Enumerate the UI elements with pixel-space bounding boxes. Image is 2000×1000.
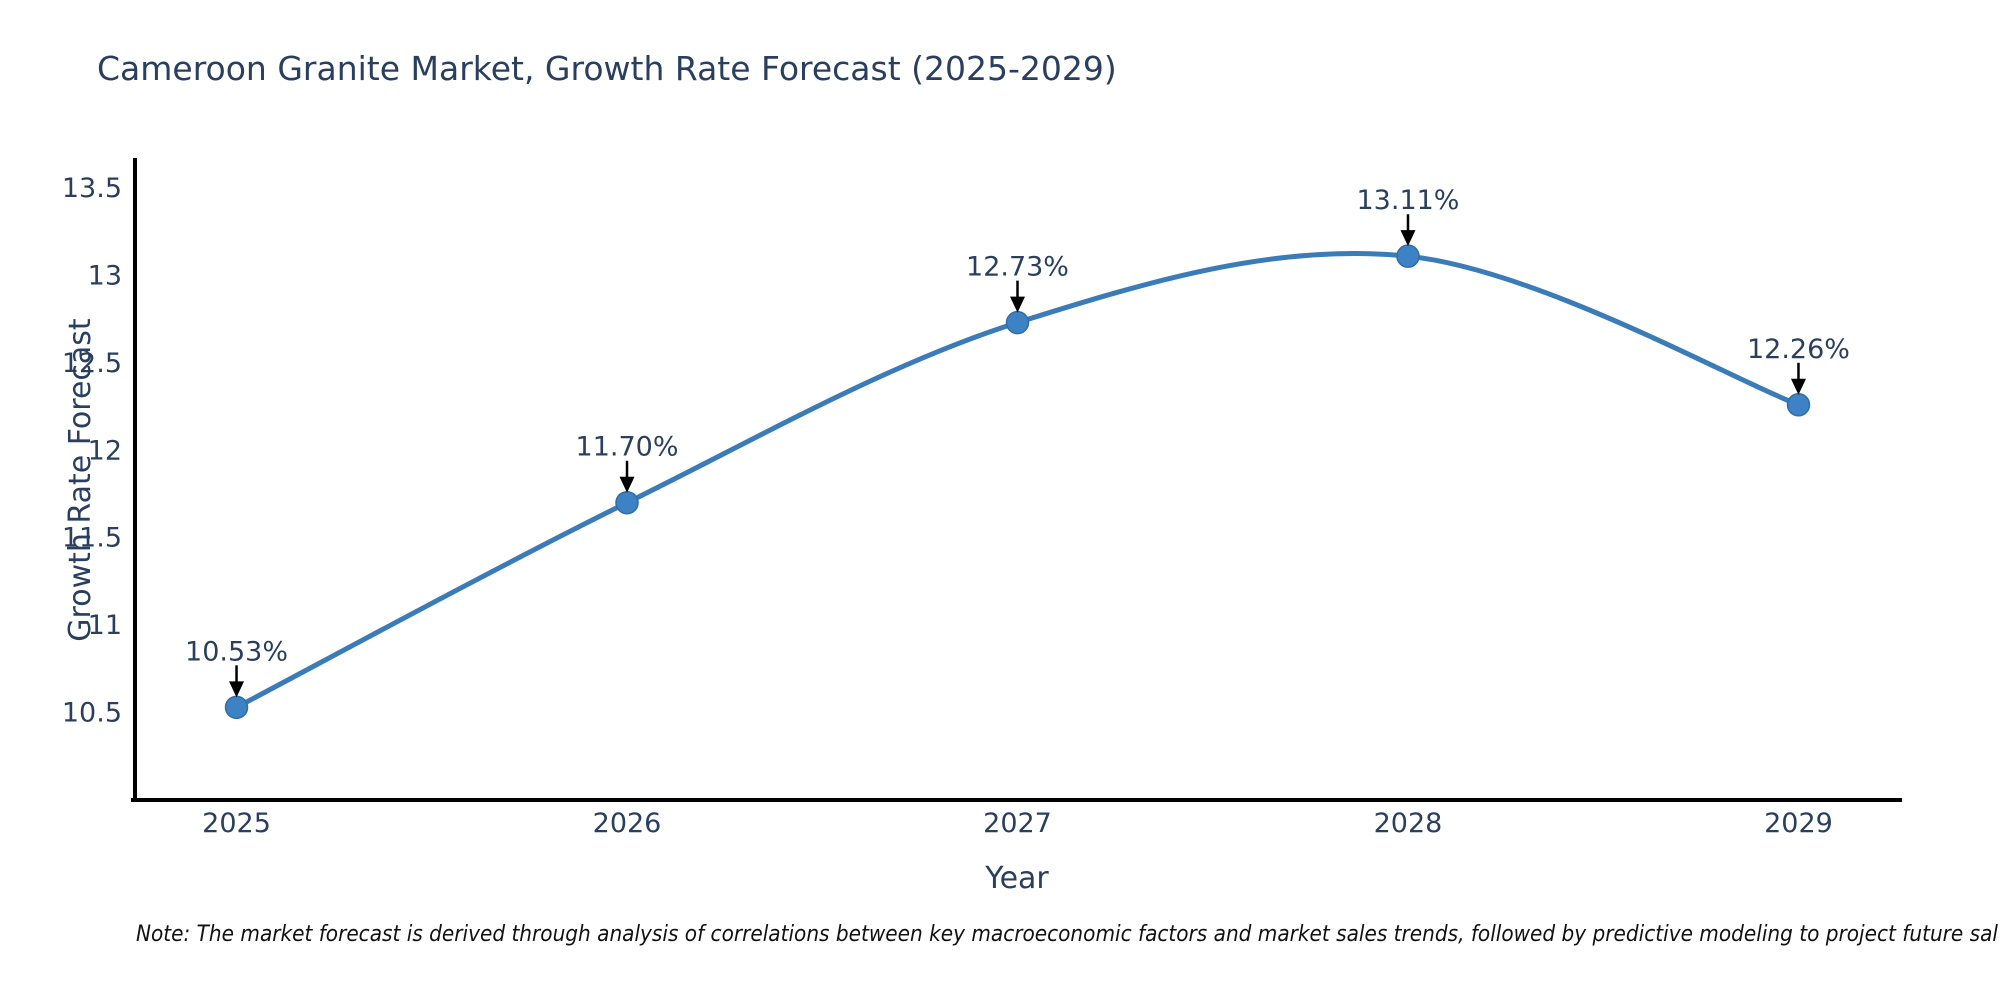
data-series — [224, 244, 1811, 720]
data-point-marker — [615, 490, 639, 515]
point-value-label: 10.53% — [185, 636, 288, 667]
data-point-marker — [1786, 393, 1811, 417]
y-tick-label: 12 — [88, 435, 122, 466]
y-tick-label: 10.5 — [62, 698, 122, 729]
annotation-arrow-head — [229, 681, 245, 698]
axes — [131, 158, 1902, 802]
point-value-label: 11.70% — [576, 432, 679, 463]
x-tick-label: 2029 — [1764, 808, 1833, 839]
data-point-marker — [224, 695, 249, 720]
annotation-arrow-head — [1400, 230, 1416, 247]
x-tick-label: 2025 — [202, 808, 271, 839]
data-point-marker — [1396, 244, 1420, 268]
data-point-marker — [1005, 310, 1030, 335]
y-tick-labels: 10.5 11 11.5 12 12.5 13 13.5 — [62, 173, 122, 729]
y-tick-label: 12.5 — [62, 348, 122, 379]
point-value-label: 12.73% — [966, 252, 1069, 283]
x-tick-label: 2027 — [983, 808, 1052, 839]
annotation-arrow-head — [1790, 378, 1806, 395]
point-annotations: 10.53% 11.70% 12.73% 13.11% 12.26% — [185, 185, 1850, 698]
y-tick-label: 11.5 — [62, 523, 122, 554]
point-value-label: 13.11% — [1357, 185, 1460, 216]
chart-title: Cameroon Granite Market, Growth Rate For… — [97, 49, 1117, 88]
y-tick-label: 13 — [88, 260, 122, 291]
point-value-label: 12.26% — [1747, 334, 1850, 365]
y-tick-label: 11 — [88, 610, 122, 641]
x-tick-label: 2026 — [593, 808, 662, 839]
y-tick-label: 13.5 — [62, 173, 122, 204]
footnote: Note: The market forecast is derived thr… — [136, 922, 1998, 947]
x-axis-title: Year — [984, 861, 1049, 896]
annotation-arrow-head — [1010, 296, 1025, 313]
y-axis-title: Growth Rate Forecast — [63, 318, 98, 642]
x-tick-labels: 2025 2026 2027 2028 2029 — [202, 808, 1833, 839]
x-tick-label: 2028 — [1374, 808, 1443, 839]
annotation-arrow-head — [619, 476, 635, 493]
